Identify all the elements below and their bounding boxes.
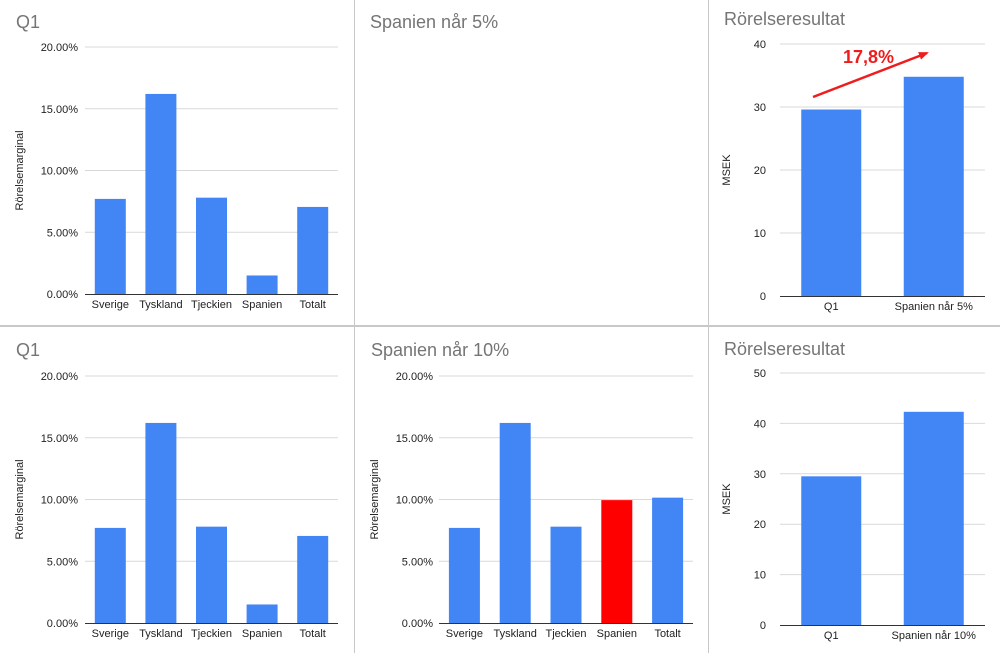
chart-title: Rörelseresultat — [724, 339, 845, 359]
y-tick-label: 20.00% — [396, 371, 434, 383]
bar — [196, 526, 227, 623]
bar — [801, 476, 862, 625]
y-axis-label: Rörelsemarginal — [369, 459, 381, 539]
y-tick-label: 10 — [754, 570, 766, 582]
x-tick-label: Tyskland — [139, 299, 182, 311]
growth-arrow — [812, 51, 929, 99]
y-tick-label: 15.00% — [41, 433, 79, 445]
x-tick-label: Q1 — [824, 630, 839, 642]
x-tick-label: Spanien — [597, 628, 637, 640]
bar — [550, 526, 582, 623]
y-tick-label: 10 — [754, 228, 766, 240]
x-tick-label: Q1 — [824, 301, 839, 313]
bar — [145, 93, 177, 295]
chart-svg: Spanien når 5%0.00%5.00%10.00%15.00%20.0… — [370, 12, 498, 32]
chart-panel-rorelseresultat-5: Rörelseresultat 0 10 20 30 40 MSEK Q1 Spanien nå… — [709, 0, 1000, 325]
bar — [448, 527, 480, 623]
x-tick-label: Totalt — [654, 628, 680, 640]
y-tick-label: 20.00% — [41, 42, 79, 54]
x-tick-label: Totalt — [300, 628, 326, 640]
bar — [801, 109, 862, 297]
x-tick-label: Spanien — [242, 299, 282, 311]
y-tick-label: 20 — [754, 519, 766, 531]
y-tick-label: 15.00% — [41, 104, 79, 116]
bar — [601, 500, 633, 623]
growth-annotation-label: 17,8% — [843, 47, 894, 67]
bar — [94, 527, 126, 623]
chart-svg: Rörelseresultat 0 10 20 30 40 MSEK Q1 Spanien nå… — [721, 9, 985, 313]
bar — [652, 497, 684, 623]
x-tick-label: Tjeckien — [546, 628, 587, 640]
x-tick-label: Tjeckien — [191, 299, 232, 311]
bar — [499, 422, 531, 623]
y-tick-label: 40 — [754, 418, 766, 430]
y-tick-label: 50 — [754, 368, 766, 380]
x-tick-label: Spanien når 10% — [892, 630, 977, 642]
y-tick-label: 5.00% — [47, 556, 78, 568]
y-tick-label: 0.00% — [47, 618, 78, 630]
y-tick-label: 20 — [754, 165, 766, 177]
chart-panel-rorelseresultat-10: Rörelseresultat 0 10 20 30 40 50 MSEK Q1 Spanien … — [709, 327, 1000, 653]
y-tick-label: 20.00% — [41, 371, 79, 383]
bar — [196, 197, 227, 294]
bar — [903, 411, 964, 625]
chart-title: Spanien når 10% — [371, 340, 509, 360]
x-tick-label: Tyskland — [139, 628, 182, 640]
x-tick-label: Sverige — [92, 628, 129, 640]
y-tick-label: 10.00% — [396, 495, 434, 507]
bar — [297, 206, 329, 294]
chart-svg: Spanien når 10% 0.00% 5.00% 10.00% 15.00% 20.… — [369, 340, 693, 640]
divider-horizontal — [0, 325, 1000, 327]
chart-title: Rörelseresultat — [724, 9, 845, 29]
chart-title: Spanien når 5% — [370, 12, 498, 32]
chart-title: Q1 — [16, 340, 40, 360]
y-tick-label: 0 — [760, 291, 766, 303]
chart-panel-q1-top: Q1 0.00% 5.00% 10.00% 15.00% 20.00% Rörelsemar… — [0, 0, 354, 325]
chart-panel-spanien-5: Spanien når 5%0.00%5.00%10.00%15.00%20.0… — [355, 0, 708, 325]
y-axis-label: MSEK — [721, 154, 733, 186]
chart-title: Q1 — [16, 12, 40, 32]
x-tick-label: Totalt — [300, 299, 326, 311]
x-tick-label: Spanien — [242, 628, 282, 640]
y-axis-label: Rörelsemarginal — [14, 459, 26, 539]
y-tick-label: 0.00% — [402, 618, 433, 630]
chart-svg: Q1 0.00% 5.00% 10.00% 15.00% 20.00% Rörelsemar… — [14, 340, 338, 640]
bar — [297, 535, 329, 623]
y-tick-label: 10.00% — [41, 166, 79, 178]
y-tick-label: 30 — [754, 469, 766, 481]
chart-svg: Rörelseresultat 0 10 20 30 40 50 MSEK Q1 Spanien … — [721, 339, 985, 642]
y-axis-label: MSEK — [721, 483, 733, 515]
x-tick-label: Sverige — [446, 628, 483, 640]
x-tick-label: Sverige — [92, 299, 129, 311]
x-tick-label: Spanien når 5% — [895, 301, 973, 313]
bar — [903, 76, 964, 296]
x-tick-label: Tyskland — [493, 628, 536, 640]
y-tick-label: 0 — [760, 620, 766, 632]
bar — [246, 275, 278, 294]
y-tick-label: 5.00% — [402, 556, 433, 568]
y-tick-label: 0.00% — [47, 289, 78, 301]
y-tick-label: 15.00% — [396, 433, 434, 445]
y-tick-label: 5.00% — [47, 227, 78, 239]
y-tick-label: 10.00% — [41, 495, 79, 507]
bar — [145, 422, 177, 623]
x-tick-label: Tjeckien — [191, 628, 232, 640]
bar — [246, 604, 278, 623]
chart-panel-q1-bottom: Q1 0.00% 5.00% 10.00% 15.00% 20.00% Rörelsemar… — [0, 327, 354, 653]
chart-panel-spanien-10: Spanien når 10% 0.00% 5.00% 10.00% 15.00% 20.… — [355, 327, 708, 653]
y-axis-label: Rörelsemarginal — [14, 130, 26, 210]
chart-svg: Q1 0.00% 5.00% 10.00% 15.00% 20.00% Rörelsemar… — [14, 12, 338, 311]
y-tick-label: 30 — [754, 102, 766, 114]
y-tick-label: 40 — [754, 39, 766, 51]
bar — [94, 198, 126, 294]
